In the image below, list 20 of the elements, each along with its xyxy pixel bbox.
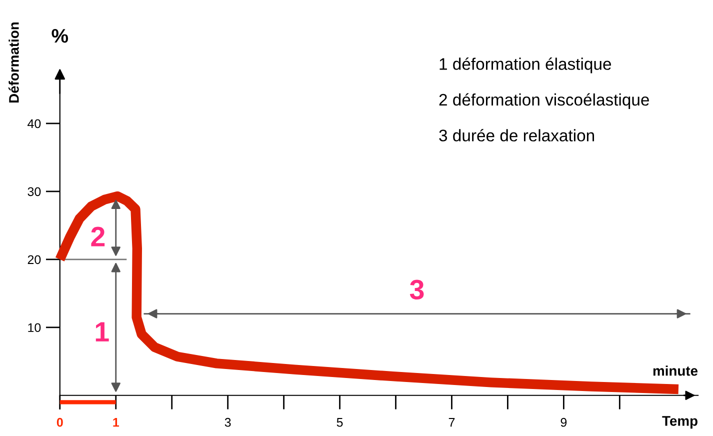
text: 1 déformation élastique	[440, 57, 612, 74]
annotation: minute	[653, 366, 698, 376]
annotation: 3	[410, 280, 424, 300]
x-tick-label: 1	[113, 418, 119, 427]
x-tick-label: 7	[448, 418, 455, 427]
y-tick-label: 20	[28, 255, 41, 264]
annotation: 3 durée de relaxation	[439, 128, 594, 142]
x-tick-label: 0	[56, 418, 63, 427]
x-tick-label: 3	[224, 418, 231, 427]
x-tick-label: 9	[560, 418, 567, 427]
text: %	[52, 29, 68, 43]
y-axis-title: Déformation	[8, 22, 19, 103]
x-tick-label: 5	[336, 418, 343, 427]
annotation: 2 déformation viscoélastique	[439, 93, 649, 109]
y-tick-label: 10	[28, 323, 41, 332]
annotation: 1	[96, 322, 109, 342]
x-axis-title: Temp	[662, 416, 698, 429]
y-tick-label: 40	[28, 119, 41, 128]
y-tick-label: 30	[28, 187, 41, 196]
annotation: 2	[91, 226, 105, 246]
